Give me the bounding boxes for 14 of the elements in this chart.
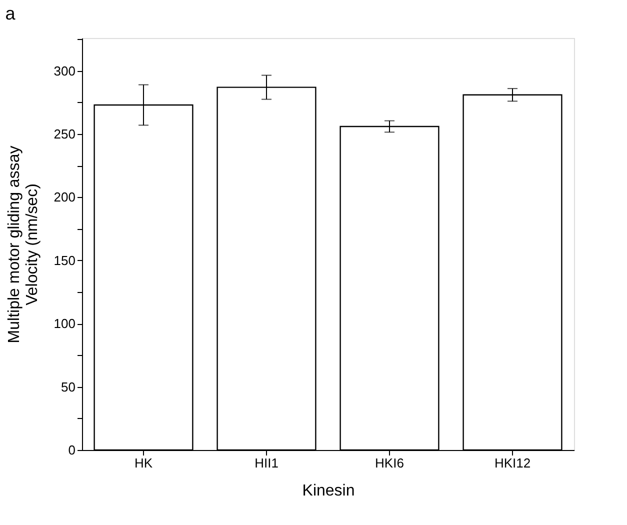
y-tick-label: 150	[54, 252, 76, 268]
x-tick-label: HK	[134, 456, 153, 470]
x-tick-label: HKI12	[494, 456, 531, 470]
text: a	[5, 3, 16, 24]
y-tick-label: 100	[54, 316, 76, 332]
y-tick-label: 0	[68, 442, 76, 458]
y-axis-title: Multiple motor gliding assay Velocity (nm/sec)	[6, 146, 41, 344]
x-axis-title: Kinesin	[302, 482, 355, 500]
y-tick-label: 250	[54, 126, 76, 142]
x-tick-label: HII1	[254, 456, 278, 470]
x-tick-label: HKI6	[375, 456, 404, 470]
y-tick-label: 300	[54, 63, 76, 78]
y-tick-label: 200	[54, 190, 76, 205]
y-tick-label: 50	[61, 379, 76, 394]
